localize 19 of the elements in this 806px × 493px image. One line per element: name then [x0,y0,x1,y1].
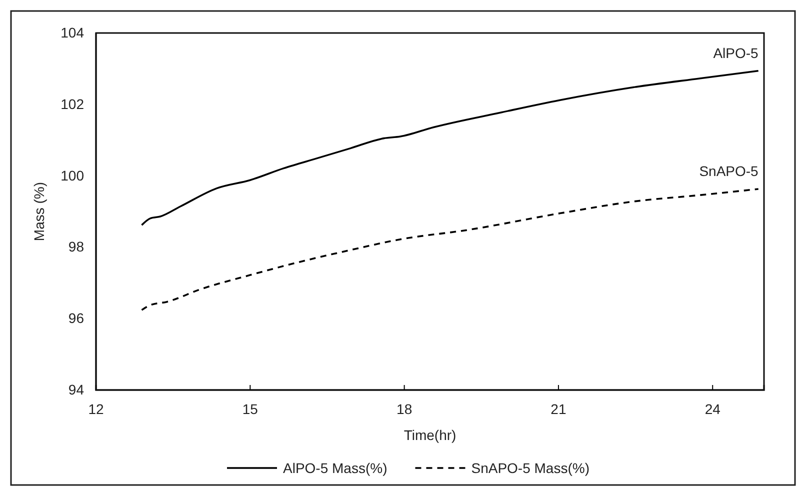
line-series [140,188,760,311]
y-tick-label: 98 [68,238,84,255]
y-tick-label: 96 [68,310,84,326]
x-axis-title: Time(hr) [404,427,456,443]
x-tick-label: 24 [704,400,721,417]
y-tick-label: 100 [60,167,84,184]
y-tick-label: 94 [68,381,84,398]
annotation: SnAPO-5 [699,163,759,180]
y-axis-title: Mass (%) [31,182,47,242]
x-tick-label: 21 [550,400,566,417]
y-tick-label: 104 [60,24,84,40]
y-tick-label: 102 [60,96,84,112]
x-tick-label: 18 [396,400,412,417]
annotation: AlPO-5 [713,44,759,61]
legend-label: SnAPO-5 Mass(%) [471,460,590,476]
x-tick-label: 12 [88,400,104,417]
x-tick-label: 15 [242,400,258,417]
line-series [140,70,760,226]
legend-label: AlPO-5 Mass(%) [283,460,388,476]
